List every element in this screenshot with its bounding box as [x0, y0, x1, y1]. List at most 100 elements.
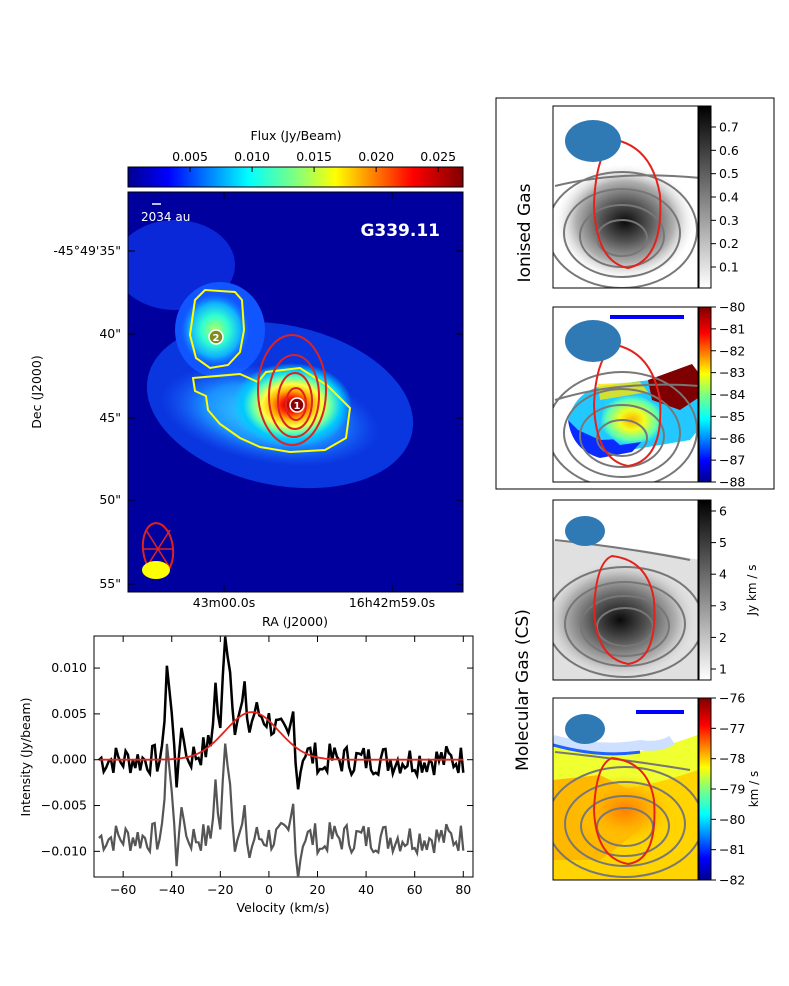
colorbar-tick-label: −81	[719, 321, 745, 336]
dec-axis-label: Dec (J2000)	[29, 355, 44, 428]
velocity-tick-label: −40	[159, 882, 185, 897]
colorbar-tick-label: −79	[719, 782, 745, 797]
intensity-tick-label: 0.005	[51, 706, 87, 721]
intensity-tick-label: 0.000	[51, 752, 87, 767]
intensity-tick-label: −0.005	[41, 798, 87, 813]
dec-tick-label: 55"	[99, 576, 121, 591]
colorbar-tick-label: −83	[719, 365, 745, 380]
flux-map-axes: 43m00.0s 16h42m59.0s -45°49'35" 40" 45" 50" 55…	[53, 192, 463, 610]
beam-ellipse	[565, 714, 605, 744]
yellow-contour-source2	[188, 288, 246, 370]
colorbar-tick-label: −85	[719, 409, 745, 424]
colorbar-tick-label: 0.015	[296, 149, 332, 164]
colorbar-tick-label: 1	[719, 662, 727, 677]
source-2-marker	[208, 329, 224, 345]
colorbar-ticks: 6 5 4 3 2 1	[711, 504, 727, 677]
colorbar-tick-label: 2	[719, 630, 727, 645]
gaussian-fit-line	[98, 711, 464, 761]
colorbar-tick-label: −82	[719, 873, 745, 888]
ionised-velocity-colorbar	[698, 306, 712, 483]
colorbar-tick-label: −84	[719, 387, 745, 402]
colorbar-tick-label: −87	[719, 453, 745, 468]
yellow-beam-ellipse	[142, 561, 170, 579]
colorbar-tick-label: 0.6	[719, 143, 739, 158]
colorbar-tick-label: −86	[719, 431, 745, 446]
residual-spectrum-line	[98, 743, 465, 877]
velocity-axis-label: Velocity (km/s)	[237, 900, 330, 915]
colorbar-tick-label: 3	[719, 598, 727, 613]
flux-map-image: 2 1 2034 au G339.11	[128, 192, 463, 592]
flux-map-panel: Flux (Jy/Beam) 0.005 0.010 0.015 0.020 0.025	[29, 128, 464, 629]
beam-ellipse	[565, 516, 605, 546]
molecular-gas-label: Molecular Gas (CS)	[513, 609, 533, 771]
colorbar-tick-label: −76	[719, 691, 745, 706]
colorbar-tick-label: 0.025	[420, 149, 456, 164]
velocity-tick-label: −20	[207, 882, 233, 897]
intensity-tick-label: 0.010	[51, 660, 87, 675]
colorbar-tick-label: 0.5	[719, 166, 739, 181]
velocity-tick-label: 20	[310, 882, 326, 897]
colorbar-tick-label: −88	[719, 475, 745, 490]
colorbar-tick-label: 0.020	[358, 149, 394, 164]
ionised-gas-label: Ionised Gas	[515, 183, 535, 282]
ionised-velocity-panel: −80 −81 −82 −83 −84 −85 −86 −87 −88	[552, 300, 745, 490]
ra-tick-label: 16h42m59.0s	[349, 595, 435, 610]
molecular-moment0-colorbar	[698, 499, 712, 681]
flux-colorbar-label: Flux (Jy/Beam)	[250, 128, 341, 143]
dec-tick-label: -45°49'35"	[53, 243, 121, 258]
colorbar-tick-label: 0.7	[719, 120, 739, 135]
colorbar-tick-label: 4	[719, 567, 727, 582]
molecular-velocity-panel: −76 −77 −78 −79 −80 −81 −82 km / s	[552, 691, 761, 888]
red-contours	[257, 334, 327, 446]
spectrum-panel: −60 −40 −20 0 20 40 60 80 0.010 0.005 0.000 −0.005 −…	[18, 635, 474, 915]
colorbar-tick-label: −80	[719, 300, 745, 315]
colorbar-tick-label: 0.3	[719, 213, 739, 228]
colorbar-tick-label: −80	[719, 812, 745, 827]
intensity-axis-label: Intensity (Jy/beam)	[18, 698, 33, 817]
beam-ellipse	[565, 120, 621, 162]
colorbar-ticks: −80 −81 −82 −83 −84 −85 −86 −87 −88	[711, 300, 745, 490]
dec-tick-label: 40"	[99, 326, 121, 341]
flux-colorbar	[127, 166, 464, 188]
source-2-label: 2	[213, 333, 220, 344]
molecular-moment0-panel: 6 5 4 3 2 1 Jy km / s	[552, 499, 759, 681]
velocity-tick-label: 40	[358, 882, 374, 897]
ionised-gas-box	[495, 97, 775, 490]
dec-tick-label: 45"	[99, 410, 121, 425]
velocity-tick-label: 60	[407, 882, 423, 897]
ionised-moment0-panel: 0.7 0.6 0.5 0.4 0.3 0.2 0.1	[552, 105, 739, 289]
colorbar-ticks: 0.7 0.6 0.5 0.4 0.3 0.2 0.1	[711, 120, 739, 275]
colorbar-tick-label: 6	[719, 504, 727, 519]
dec-tick-label: 50"	[99, 492, 121, 507]
colorbar-tick-label: −82	[719, 343, 745, 358]
velocity-tick-label: 0	[265, 882, 273, 897]
flux-map-frame	[127, 191, 464, 593]
source-1-label: 1	[294, 401, 301, 412]
source-1-marker	[289, 397, 305, 413]
colorbar-unit-label: Jy km / s	[745, 564, 759, 616]
beam-ellipse	[565, 320, 621, 362]
flux-colorbar-ticks: 0.005 0.010 0.015 0.020 0.025	[172, 149, 456, 172]
spectrum-line	[98, 636, 465, 790]
colorbar-ticks: −76 −77 −78 −79 −80 −81 −82	[711, 691, 745, 888]
source-name-title: G339.11	[360, 221, 440, 241]
intensity-tick-label: −0.010	[41, 843, 87, 858]
colorbar-tick-label: 0.2	[719, 236, 739, 251]
velocity-tick-label: 80	[455, 882, 471, 897]
colorbar-tick-label: 0.010	[234, 149, 270, 164]
colorbar-unit-label: km / s	[747, 771, 761, 808]
ra-tick-label: 43m00.0s	[193, 595, 255, 610]
colorbar-tick-label: −78	[719, 751, 745, 766]
yellow-contour-source1	[191, 366, 352, 454]
velocity-tick-label: −60	[110, 882, 136, 897]
colorbar-tick-label: 5	[719, 535, 727, 550]
molecular-velocity-colorbar	[698, 697, 712, 881]
colorbar-tick-label: 0.4	[719, 190, 739, 205]
colorbar-tick-label: 0.1	[719, 260, 739, 275]
ionised-moment0-colorbar	[698, 105, 712, 289]
scale-bar-label: 2034 au	[141, 210, 190, 224]
spectrum-axes: −60 −40 −20 0 20 40 60 80 0.010 0.005 0.000 −0.005 −…	[41, 636, 473, 897]
colorbar-tick-label: −81	[719, 842, 745, 857]
ra-axis-label: RA (J2000)	[262, 614, 328, 629]
colorbar-tick-label: −77	[719, 721, 745, 736]
